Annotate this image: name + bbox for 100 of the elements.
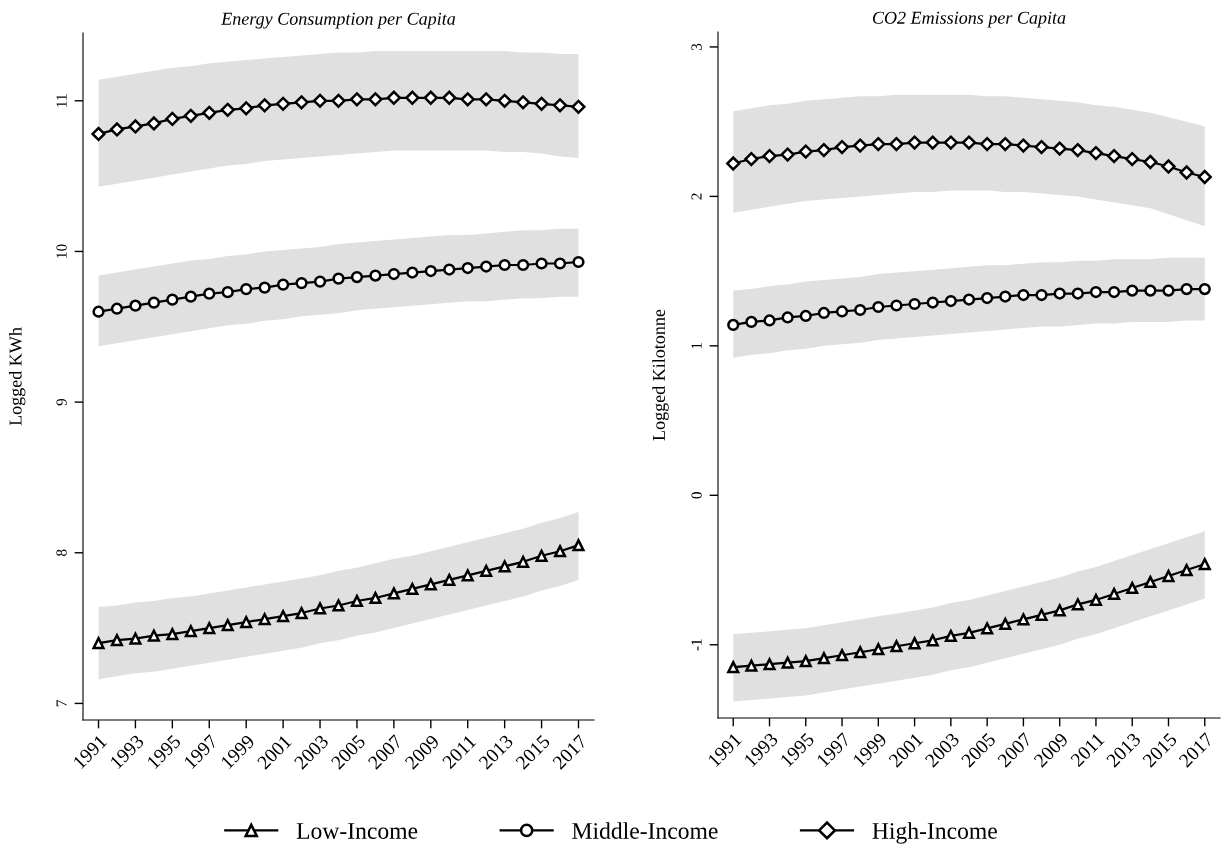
point [1035,288,1048,302]
point [295,606,308,620]
point [1126,284,1139,297]
point [92,305,105,318]
point [907,135,922,150]
point [497,93,512,108]
y-tick-label: 1 [691,342,702,349]
point [1016,138,1031,153]
point [1053,287,1066,300]
point [1162,284,1175,297]
point [109,122,125,137]
chart-title: CO2 Emissions per Capita [872,11,1066,28]
point [1143,154,1158,170]
legend-label: Middle-Income [572,822,718,839]
point [890,299,903,312]
point [535,549,548,562]
point [763,314,776,327]
point [944,294,957,308]
legend-label: Low-Income [296,823,418,839]
point [1180,282,1193,296]
point [386,90,402,105]
point [1088,145,1104,161]
point [817,306,831,320]
point [872,300,885,314]
y-tick-label: 3 [691,43,702,51]
point [442,90,457,105]
point [461,261,474,275]
point [221,286,234,299]
point [406,582,419,596]
point [1089,285,1103,299]
point [1198,557,1211,571]
point [1107,285,1121,299]
x-tick-label: 1991 [72,734,108,770]
point [405,90,420,105]
point [295,276,308,290]
point [203,287,216,300]
point [313,275,327,288]
y-tick-label: 9 [56,398,67,406]
point [1034,139,1049,155]
y-tick-label: 11 [56,94,67,107]
x-tick-label: 1999 [852,732,888,768]
point [1052,141,1067,156]
point [535,257,548,270]
point [480,260,493,273]
point [1144,575,1157,589]
point [184,290,197,303]
point [498,258,511,272]
point [999,290,1012,303]
point [835,649,849,662]
point [460,92,475,107]
point [572,255,585,269]
point [166,293,179,306]
point [1070,142,1085,158]
point [183,108,198,123]
y-tick-label: 10 [56,244,67,258]
point [1125,151,1140,167]
point [239,101,254,116]
point [203,621,216,635]
point [369,591,382,605]
point [854,303,867,317]
point [999,617,1012,630]
point [240,615,253,629]
point [962,626,976,639]
point [517,258,530,272]
point [331,93,346,108]
y-tick-label: 8 [56,549,67,557]
point [834,139,850,155]
point [745,659,758,672]
point [1106,148,1122,164]
y-tick-label: 0 [691,492,702,499]
point [835,305,849,318]
point [350,594,364,608]
point [553,545,567,558]
point [816,142,832,158]
point [368,92,383,107]
point [165,111,180,127]
point [745,315,758,329]
point [258,612,271,626]
point [129,299,142,312]
point [817,652,831,665]
point [350,270,364,284]
point [443,263,456,276]
point [275,96,291,111]
point [962,293,976,306]
point [799,309,812,323]
y-axis-title: Logged KWh [8,327,26,426]
point [979,136,995,152]
point [147,629,160,642]
y-tick-label: -1 [691,639,702,651]
point [1089,593,1103,607]
point [926,296,939,309]
point [1035,608,1048,621]
point [1179,165,1194,180]
point [1126,581,1139,595]
point [110,634,124,647]
point [480,564,493,577]
point [220,102,235,117]
x-tick-label: 1991 [707,732,743,768]
point [387,267,400,281]
point [889,136,904,152]
